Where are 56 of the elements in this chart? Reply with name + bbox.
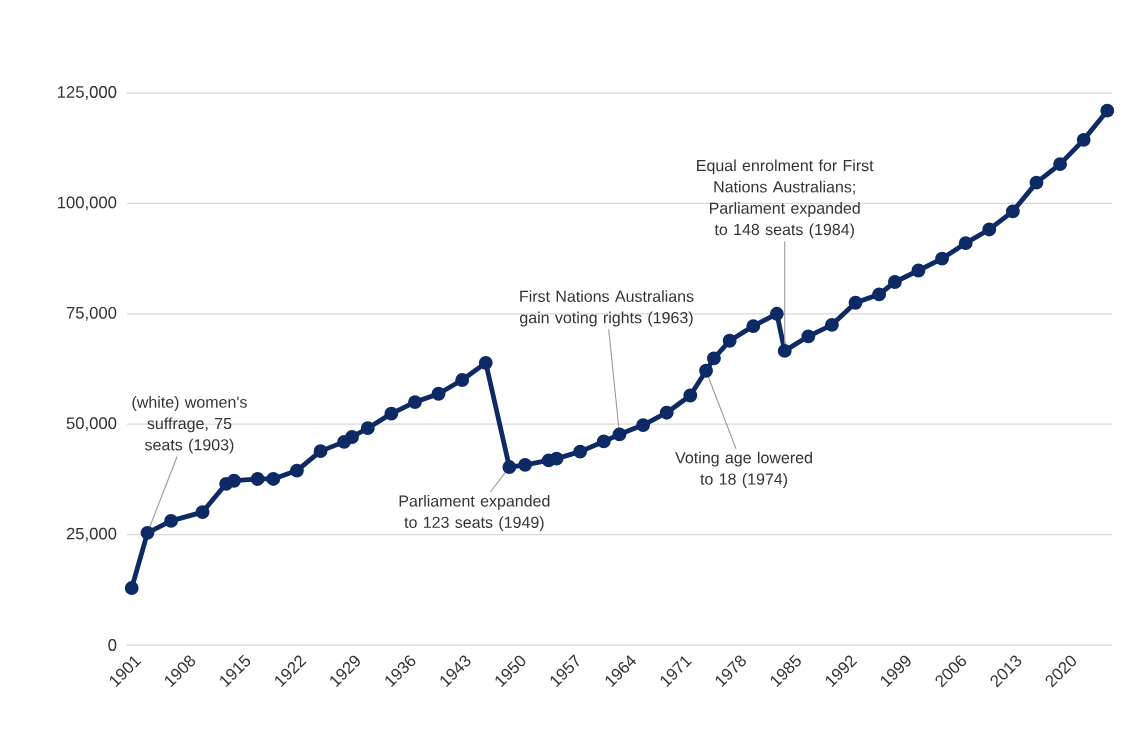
point [887,275,902,289]
point [549,451,564,466]
point [227,473,241,488]
point [124,581,139,595]
point [636,418,651,433]
point [345,430,359,444]
point [455,373,470,387]
point [1076,132,1091,147]
point [612,427,627,442]
point [699,363,713,378]
point [250,472,265,486]
point [164,513,178,528]
annotation: Parliament expanded to 123 seats (1949) [399,494,550,532]
point [290,463,304,478]
point [360,421,375,436]
annotation: (white) women's suffrage, 75 seats (1903) [132,396,247,454]
point [722,333,737,348]
annotation: First Nations Australians gain voting rights (1963) [520,290,694,327]
point [1029,175,1044,190]
annotation: Voting age lowered to 18 (1974) [675,451,812,488]
point [1100,103,1115,118]
point [958,236,973,251]
point [266,472,281,486]
point [478,355,493,370]
point [982,222,997,237]
point [848,295,863,310]
point [518,457,533,472]
point [872,287,887,302]
y-tick-label: 50,000 [66,417,117,432]
point [935,251,950,266]
y-tick-label: 0 [108,639,117,651]
point [573,444,588,459]
point [769,306,784,321]
point [195,505,210,520]
point [777,343,792,358]
point [431,386,446,401]
point [140,525,155,540]
point [384,406,399,421]
point [801,329,816,344]
point [596,434,611,449]
point [1005,204,1020,219]
point [706,351,721,366]
point [408,395,422,410]
point [683,388,698,403]
point [1053,157,1068,172]
point [911,263,926,278]
y-tick-label: 100,000 [57,196,117,211]
point [502,460,517,474]
point [746,319,761,334]
point [659,405,674,420]
point [313,444,328,459]
annotation: Equal enrolment for First Nations Australians; Parliament expanded to 148 seats (1984) [697,159,874,239]
point [825,317,839,332]
y-tick-label: 125,000 [57,86,117,100]
y-tick-label: 75,000 [66,306,117,321]
y-tick-label: 25,000 [66,527,117,542]
